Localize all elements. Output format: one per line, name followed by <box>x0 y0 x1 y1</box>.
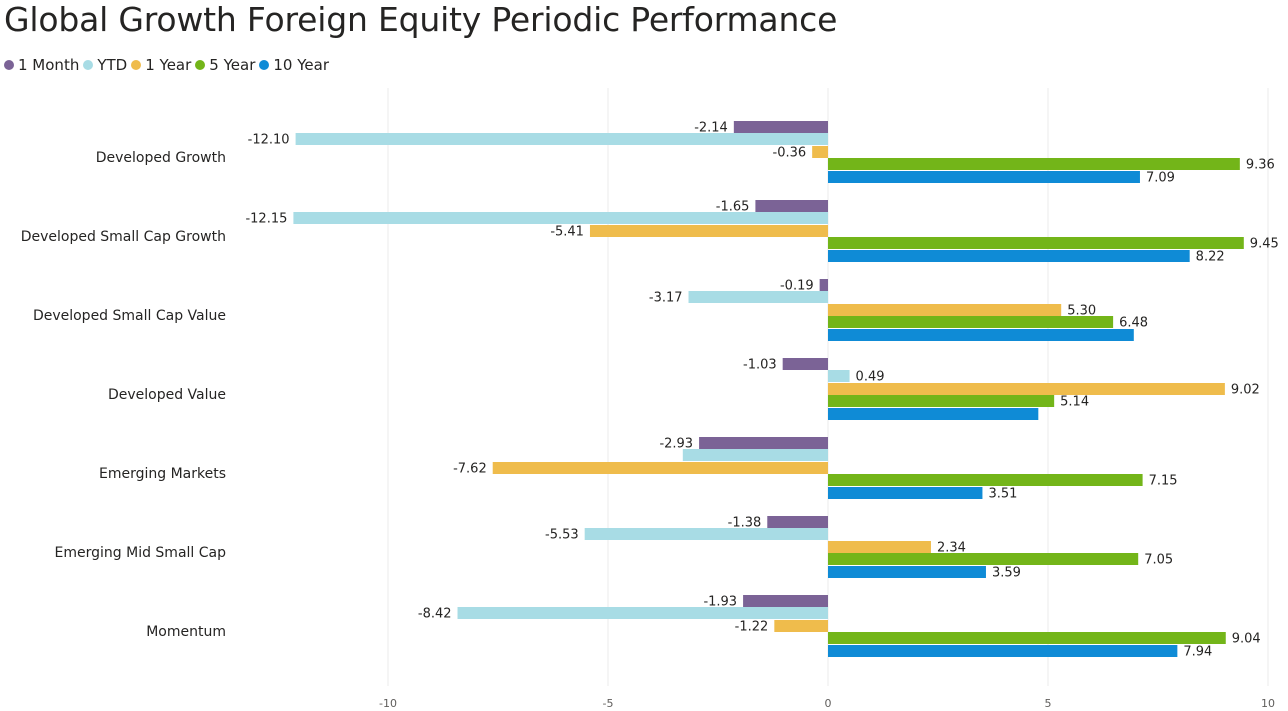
data-label: -5.41 <box>550 225 584 240</box>
legend-label: 10 Year <box>273 56 329 74</box>
bar <box>828 316 1114 328</box>
x-tick-label: -5 <box>603 697 614 710</box>
bar <box>828 237 1244 249</box>
data-label: -2.93 <box>659 437 693 452</box>
data-label: -12.15 <box>245 212 287 227</box>
bar <box>828 408 1039 420</box>
legend-swatch <box>195 60 206 70</box>
data-label: 7.94 <box>1183 645 1212 660</box>
legend-item[interactable]: 1 Year <box>131 56 191 74</box>
bar <box>812 146 828 158</box>
legend-label: 1 Year <box>145 56 192 74</box>
bar <box>828 158 1240 170</box>
data-label: -12.10 <box>248 133 290 148</box>
legend-item[interactable]: YTD <box>83 56 127 74</box>
data-label: 6.48 <box>1119 316 1148 331</box>
data-label: 9.36 <box>1246 158 1275 173</box>
data-label: -1.22 <box>735 620 769 635</box>
bar <box>584 528 828 540</box>
data-label: 7.15 <box>1149 474 1178 489</box>
legend-label: YTD <box>97 56 128 74</box>
category-label: Emerging Markets <box>99 466 226 482</box>
bar <box>828 250 1190 262</box>
bar <box>699 437 828 449</box>
x-tick-label: 0 <box>825 697 832 710</box>
data-label: -1.38 <box>728 516 762 531</box>
data-label: -5.53 <box>545 528 579 543</box>
data-label: 2.34 <box>937 541 966 556</box>
bar <box>755 200 828 212</box>
bar <box>828 171 1140 183</box>
bar <box>743 595 828 607</box>
data-label: -0.36 <box>773 146 807 161</box>
bar <box>782 358 828 370</box>
bar <box>828 304 1062 316</box>
chart-legend: 1 Month YTD 1 Year 5 Year 10 Year <box>4 54 333 76</box>
data-label: -1.65 <box>716 200 750 215</box>
data-label: -8.42 <box>418 607 452 622</box>
data-label: 3.59 <box>992 566 1021 581</box>
bar <box>688 291 828 303</box>
bar <box>828 645 1178 657</box>
bar <box>828 487 983 499</box>
bar <box>828 395 1055 407</box>
bar <box>295 133 829 145</box>
category-label: Developed Growth <box>96 150 226 166</box>
x-tick-label: 5 <box>1045 697 1052 710</box>
bar <box>733 121 828 133</box>
x-tick-label: 10 <box>1261 697 1275 710</box>
data-label: 3.51 <box>988 487 1017 502</box>
data-label: -0.19 <box>780 279 814 294</box>
category-label: Emerging Mid Small Cap <box>55 545 227 561</box>
legend-swatch <box>83 60 94 70</box>
legend-item[interactable]: 10 Year <box>259 56 329 74</box>
category-label: Momentum <box>146 624 226 640</box>
legend-item[interactable]: 1 Month <box>4 56 79 74</box>
bar <box>828 632 1226 644</box>
bar <box>828 329 1134 341</box>
data-label: 7.09 <box>1146 171 1175 186</box>
category-label: Developed Small Cap Growth <box>21 229 226 245</box>
bar <box>682 449 828 461</box>
data-label: 7.05 <box>1144 553 1173 568</box>
data-label: 5.30 <box>1067 304 1096 319</box>
bar <box>828 553 1139 565</box>
bar <box>767 516 828 528</box>
bar <box>828 474 1143 486</box>
category-label: Developed Small Cap Value <box>33 308 226 324</box>
data-label: 8.22 <box>1196 250 1225 265</box>
data-label: 9.02 <box>1231 383 1260 398</box>
bar <box>828 566 986 578</box>
bar <box>492 462 828 474</box>
data-label: -1.03 <box>743 358 777 373</box>
data-label: 0.49 <box>856 370 885 385</box>
data-label: -3.17 <box>649 291 683 306</box>
bar <box>774 620 828 632</box>
bar <box>828 370 850 382</box>
data-label: 9.45 <box>1250 237 1279 252</box>
bar <box>293 212 828 224</box>
data-label: 5.14 <box>1060 395 1089 410</box>
data-label: -2.14 <box>694 121 728 136</box>
legend-swatch <box>259 60 270 70</box>
legend-swatch <box>131 60 142 70</box>
bar <box>828 541 931 553</box>
data-label: -7.62 <box>453 462 487 477</box>
chart-title: Global Growth Foreign Equity Periodic Pe… <box>4 0 838 39</box>
data-label: -1.93 <box>703 595 737 610</box>
data-label: 9.04 <box>1232 632 1261 647</box>
bar <box>589 225 828 237</box>
legend-label: 5 Year <box>209 56 256 74</box>
bar <box>819 279 828 291</box>
x-tick-label: -10 <box>379 697 397 710</box>
legend-item[interactable]: 5 Year <box>195 56 255 74</box>
bar <box>457 607 828 619</box>
legend-swatch <box>4 60 14 70</box>
category-label: Developed Value <box>108 387 226 403</box>
bar <box>828 383 1225 395</box>
legend-label: 1 Month <box>18 56 80 74</box>
